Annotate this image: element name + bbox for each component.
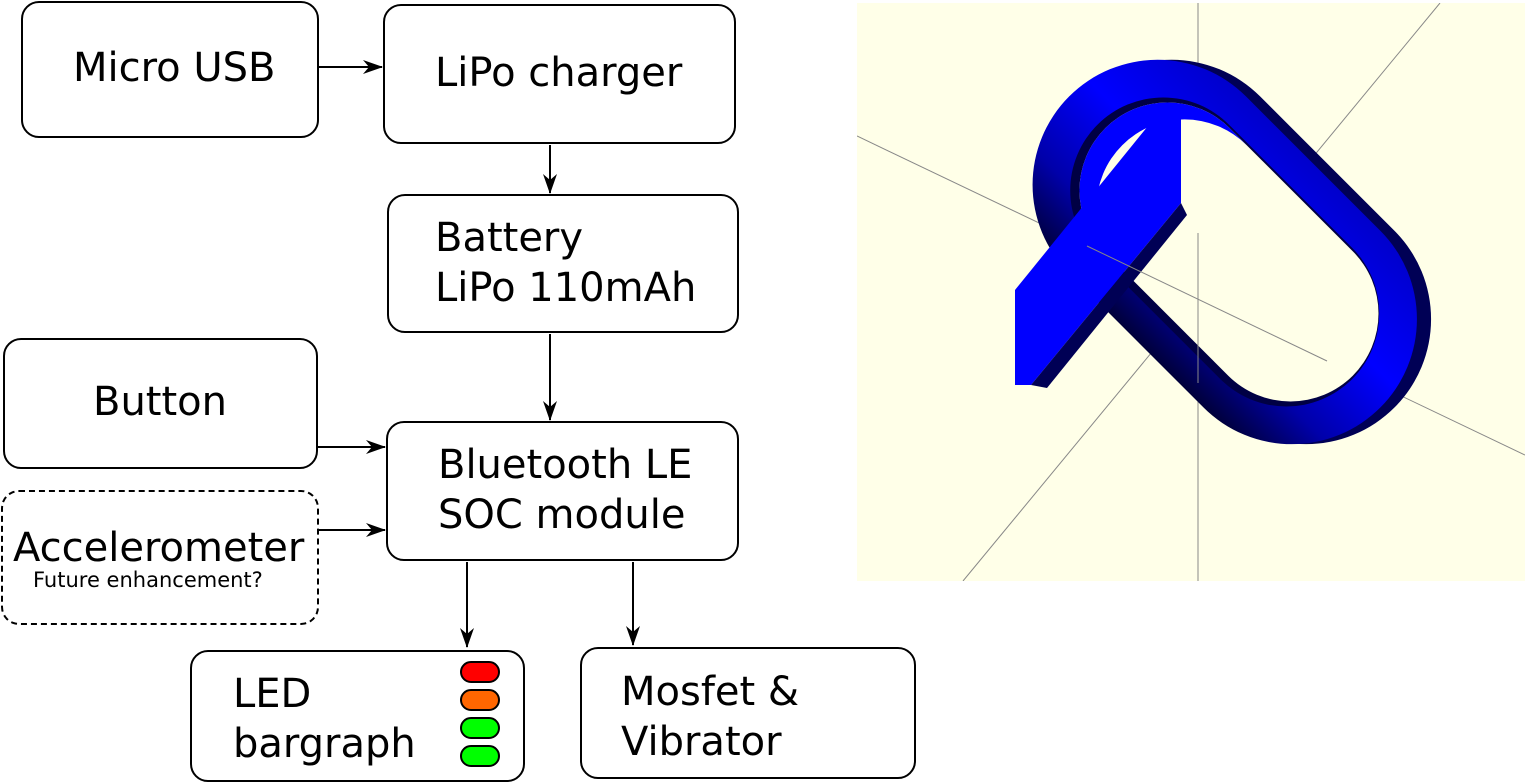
- lipo-charger-label: LiPo charger: [435, 50, 683, 96]
- mosfet-vibrator-label-line2: Vibrator: [621, 719, 782, 765]
- led-indicator-green: [460, 717, 500, 739]
- led-indicator-red: [460, 661, 500, 683]
- led-bargraph-label-line1: LED: [233, 671, 312, 717]
- mosfet-vibrator-node: Mosfet & Vibrator: [580, 647, 916, 779]
- 3d-bracelet-render: [857, 3, 1525, 581]
- micro-usb-node: Micro USB: [21, 1, 319, 138]
- ble-soc-label-line1: Bluetooth LE: [438, 442, 693, 488]
- mosfet-vibrator-label-line1: Mosfet &: [621, 669, 800, 715]
- lipo-charger-node: LiPo charger: [383, 4, 736, 144]
- button-label: Button: [93, 379, 227, 425]
- battery-node: Battery LiPo 110mAh: [387, 194, 739, 333]
- button-node: Button: [3, 338, 318, 469]
- accelerometer-label: Accelerometer: [13, 525, 305, 571]
- battery-label-line2: LiPo 110mAh: [435, 265, 697, 311]
- battery-label-line1: Battery: [435, 215, 584, 261]
- led-indicator-green: [460, 745, 500, 767]
- bracelet-strap-top: [1015, 105, 1181, 385]
- 3d-render-panel: [857, 3, 1525, 581]
- ble-soc-label-line2: SOC module: [438, 492, 686, 538]
- accelerometer-note: Future enhancement?: [33, 568, 263, 592]
- axis-line-x-front: [1086, 245, 1328, 362]
- bracelet-strap-edge: [1031, 203, 1187, 388]
- led-bargraph-node: LED bargraph: [190, 650, 525, 782]
- ble-soc-node: Bluetooth LE SOC module: [386, 421, 739, 561]
- led-bargraph-label-line2: bargraph: [233, 721, 416, 767]
- accelerometer-node: Accelerometer Future enhancement?: [1, 490, 319, 625]
- led-indicator-orange: [460, 689, 500, 711]
- micro-usb-label: Micro USB: [73, 45, 276, 91]
